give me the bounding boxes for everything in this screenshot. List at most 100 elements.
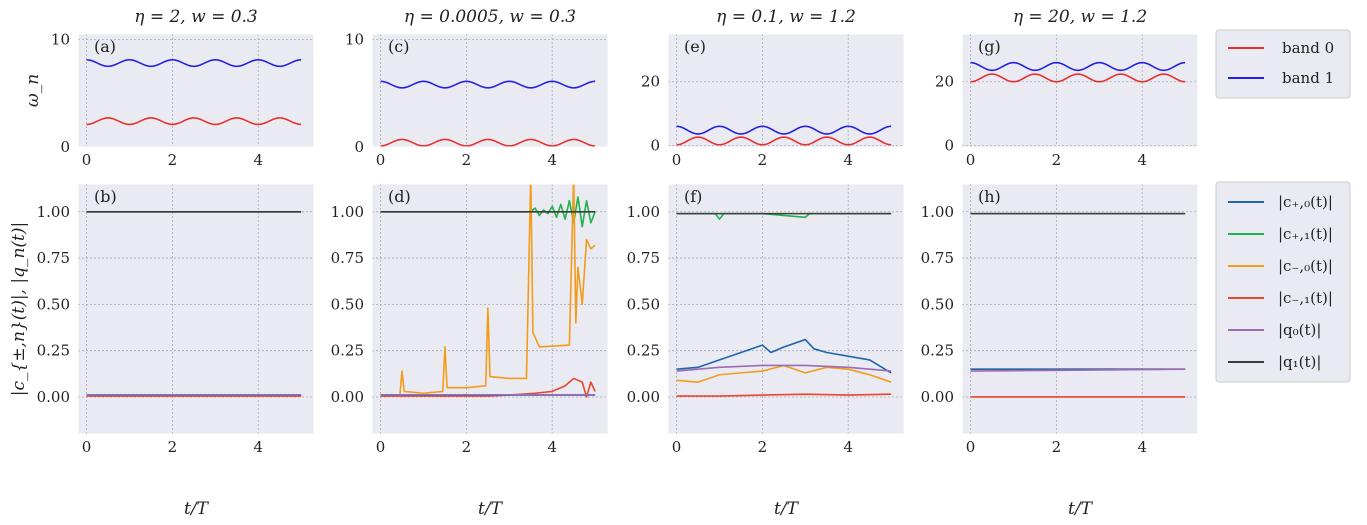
x-tick-label: 2	[1052, 151, 1062, 169]
x-axis-label: t/T	[478, 499, 504, 519]
y-tick-label: 0.75	[921, 249, 954, 267]
series-c_minus_0	[380, 184, 596, 396]
y-tick-label: 0.00	[37, 388, 70, 406]
column-title: η = 0.1, w = 1.2	[716, 7, 856, 27]
y-tick-label: 0	[60, 138, 70, 156]
x-tick-label: 0	[376, 151, 386, 169]
axes-frame	[371, 33, 609, 148]
x-tick-label: 4	[253, 151, 263, 169]
y-axis-label-top: ω_n	[23, 74, 43, 107]
series-c_minus_1	[676, 393, 892, 397]
x-tick-label: 2	[758, 438, 768, 456]
y-tick-label: 0.00	[921, 388, 954, 406]
series-band1	[86, 59, 302, 68]
series-group	[380, 184, 596, 398]
series-q0	[676, 364, 892, 372]
y-tick-label: 0.00	[331, 388, 364, 406]
x-tick-label: 4	[547, 438, 557, 456]
series-band0	[970, 73, 1186, 83]
x-tick-label: 4	[843, 151, 853, 169]
axes-frame	[371, 183, 609, 435]
plot-area	[962, 34, 1198, 147]
x-tick-label: 2	[168, 151, 178, 169]
panel-label: (e)	[684, 37, 706, 56]
y-tick-label: 0.75	[331, 249, 364, 267]
panel-label: (a)	[94, 37, 116, 56]
y-tick-label: 0.25	[627, 342, 660, 360]
panel-label: (d)	[388, 187, 411, 206]
legend-label: |c₋,₀(t)|	[1278, 257, 1333, 275]
y-tick-label: 0.25	[331, 342, 364, 360]
x-tick-label: 2	[462, 438, 472, 456]
bottom-axes-2: 0.00 0.25 0.50 0.75 1.00 0 2 4 (d)	[331, 183, 609, 456]
series-band0	[676, 136, 892, 146]
legend-label: |c₊,₀(t)|	[1278, 193, 1333, 211]
panel-label: (c)	[388, 37, 409, 56]
y-tick-label: 0	[944, 136, 954, 154]
x-tick-label: 0	[82, 151, 92, 169]
legend-label: band 1	[1282, 69, 1334, 87]
bottom-axes-3: 0.00 0.25 0.50 0.75 1.00 0 2 4 (f)	[627, 183, 905, 456]
y-tick-label: 1.00	[37, 203, 70, 221]
y-tick-label: 0.75	[37, 249, 70, 267]
y-tick-label: 0	[650, 136, 660, 154]
axes-frame	[667, 33, 905, 148]
legend-label: |c₊,₁(t)|	[1278, 225, 1333, 243]
y-tick-label: 0.50	[37, 295, 70, 313]
panel-label: (b)	[94, 187, 117, 206]
series-group	[970, 212, 1186, 398]
axes-frame	[961, 33, 1199, 148]
column-title: η = 0.0005, w = 0.3	[404, 7, 576, 27]
plot-area	[668, 184, 904, 434]
y-tick-label: 0.50	[331, 295, 364, 313]
y-tick-label: 10	[51, 30, 70, 48]
x-tick-label: 4	[253, 438, 263, 456]
legend-top: band 0 band 1	[1215, 29, 1351, 99]
x-tick-label: 0	[82, 438, 92, 456]
y-tick-label: 0.25	[37, 342, 70, 360]
y-tick-label: 1.00	[627, 203, 660, 221]
y-tick-label: 0.50	[627, 295, 660, 313]
x-tick-label: 4	[1137, 151, 1147, 169]
plot-area	[372, 34, 608, 147]
top-axes-3: 0 20 0 2 4 (e)	[641, 33, 905, 169]
x-tick-label: 0	[966, 151, 976, 169]
series-group	[86, 210, 302, 397]
series-c_plus_0	[676, 338, 892, 374]
panel-label: (g)	[978, 37, 1001, 56]
x-tick-label: 0	[672, 151, 682, 169]
column-title: η = 2, w = 0.3	[134, 7, 258, 27]
top-axes-2: 0 10 0 2 4 (c)	[345, 30, 609, 169]
x-tick-label: 4	[1137, 438, 1147, 456]
series-c_plus_1	[380, 196, 596, 228]
x-tick-label: 0	[376, 438, 386, 456]
top-axes-1: 0 10 0 2 4 (a)	[51, 30, 315, 169]
legend-label: band 0	[1282, 39, 1334, 57]
plot-area	[78, 184, 314, 434]
panel-label: (f)	[684, 187, 702, 206]
x-tick-label: 4	[843, 438, 853, 456]
y-tick-label: 1.00	[331, 203, 364, 221]
y-tick-label: 0.25	[921, 342, 954, 360]
x-tick-label: 0	[672, 438, 682, 456]
plot-area	[668, 34, 904, 147]
x-tick-label: 4	[547, 151, 557, 169]
series-band0	[380, 138, 596, 147]
series-q0	[970, 368, 1186, 372]
y-tick-label: 1.00	[921, 203, 954, 221]
top-axes-4: 0 20 0 2 4 (g)	[935, 33, 1199, 169]
bottom-axes-4: 0.00 0.25 0.50 0.75 1.00 0 2 4 (h)	[921, 183, 1199, 456]
x-tick-label: 2	[168, 438, 178, 456]
series-group	[676, 212, 892, 397]
x-axis-label: t/T	[184, 499, 210, 519]
x-axis-label: t/T	[774, 499, 800, 519]
series-band1	[676, 125, 892, 135]
axes-frame	[77, 33, 315, 148]
series-band0	[86, 117, 302, 126]
y-tick-label: 0.50	[921, 295, 954, 313]
panel-label: (h)	[978, 187, 1001, 206]
y-axis-label-bottom: |c_{±,n}(t)|, |q_n(t)|	[9, 222, 29, 397]
y-tick-label: 20	[935, 73, 954, 91]
axes-frame	[77, 183, 315, 435]
